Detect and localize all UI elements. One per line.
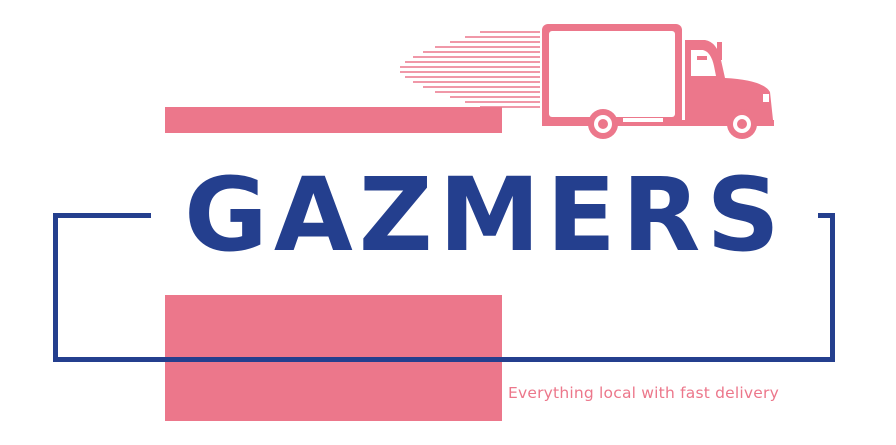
frame-right-edge bbox=[830, 213, 835, 362]
tagline: Everything local with fast delivery bbox=[508, 384, 779, 402]
frame-top-right-edge bbox=[818, 213, 835, 218]
pink-accent-bar-top bbox=[165, 107, 502, 133]
brand-name: GAZMERS bbox=[184, 156, 786, 275]
frame-left-edge bbox=[53, 213, 58, 362]
delivery-truck-icon bbox=[400, 24, 774, 139]
frame-top-left-edge bbox=[53, 213, 151, 218]
speed-lines-icon bbox=[400, 31, 540, 108]
frame-bottom-edge bbox=[53, 357, 835, 362]
